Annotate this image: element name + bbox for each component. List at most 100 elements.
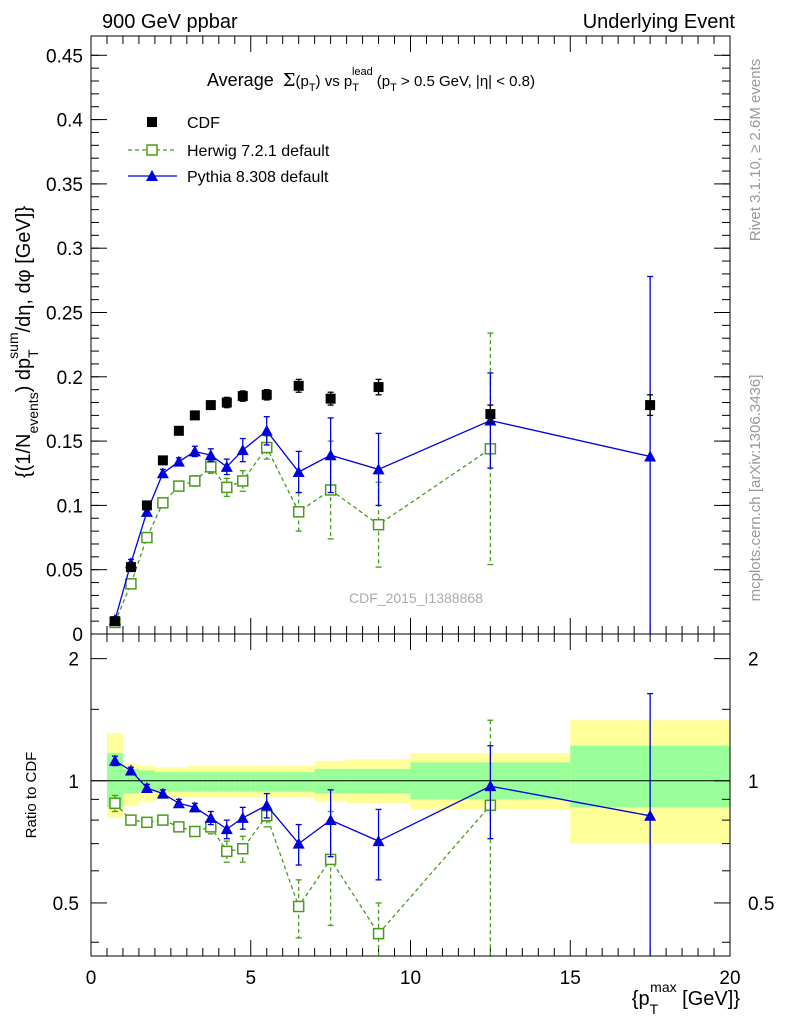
herwig-point [157,497,169,509]
ratio-axis-ticks: 0.5 0.51 12 20 5 10 15 20 [53,634,774,989]
pythia-ratio-point [220,823,233,835]
ratio-band-stat-uncertainty [106,753,123,808]
legend-marker-herwig [146,144,158,156]
herwig-point [173,480,185,492]
cdf-point [109,616,120,627]
pythia-ratio-point [324,814,337,826]
ratio-band-stat-uncertainty [218,772,235,792]
ratio-y-tick-label: 1 [68,772,79,793]
pythia-ratio-point [372,835,385,847]
herwig-point [205,461,217,473]
main-y-tick-label: 0.05 [46,561,83,582]
herwig-point [141,531,153,544]
herwig-ratio-point [292,900,305,913]
pythia-point [140,505,153,517]
cdf-point [141,500,152,511]
legend-marker-cdf [147,117,157,127]
main-axis-ticks: 0 0.05 0.1 0.15 0.2 0.25 0.3 0.35 0.4 0.45 [46,36,731,646]
main-y-tick-label: 0 [72,625,83,646]
cdf-point [293,380,304,391]
pythia-point [188,445,201,457]
herwig-ratio-point [189,825,201,838]
analysis-watermark: CDF_2015_I1388868 [349,590,483,606]
ratio-plot-panel: 0.5 0.51 12 20 5 10 15 20 Ratio to CDF {pTmax [… [23,633,774,1017]
cdf-point [125,562,136,573]
herwig-point [125,578,137,590]
mcplots-label: mcplots.cern.ch [arXiv:1306.3436] [747,375,764,602]
pythia-ratio-point [124,764,137,776]
main-y-tick-label: 0.2 [57,368,83,389]
x-axis-label: {pTmax [GeV]} [632,979,741,1017]
pythia-point [260,424,273,436]
pythia-ratio-point [644,809,657,821]
rivet-version-label: Rivet 3.1.10, ≥ 2.6M events [747,59,764,242]
pythia-ratio-point [108,754,121,766]
pythia-point [372,463,385,475]
pythia-ratio-point [188,801,201,813]
legend-marker-pythia [146,170,158,181]
main-y-axis-label: {(1/Nevents) dpTsum/dη, dφ [GeV]} [5,206,41,478]
x-tick-label: 5 [245,968,256,989]
main-y-tick-label: 0.25 [46,303,83,324]
legend-label-herwig: Herwig 7.2.1 default [187,143,330,160]
herwig-ratio-point [372,927,385,940]
main-y-tick-label: 0.45 [46,46,83,67]
legend: CDF Herwig 7.2.1 default Pythia 8.308 de… [128,115,330,186]
ratio-band-stat-uncertainty [186,772,203,792]
pythia-point [292,465,305,477]
ratio-uncertainty-bands [106,720,730,844]
herwig-point [372,518,385,531]
cdf-point [325,393,336,404]
herwig-point [189,475,201,487]
ratio-band-stat-uncertainty [250,772,283,792]
pythia-point [220,460,233,472]
cdf-point [205,400,216,411]
ratio-band-stat-uncertainty [170,772,187,792]
header-left-label: 900 GeV ppbar [102,11,238,33]
ratio-y-axis-label: Ratio to CDF [23,752,40,839]
pythia-point [172,455,185,467]
ratio-y-tick-label-right: 1 [748,772,759,793]
main-plot-panel: 0 0.05 0.1 0.15 0.2 0.25 0.3 0.35 0.4 0.45 Averag… [5,35,731,646]
header-right-label: Underlying Event [583,11,736,33]
pythia-ratio-point [236,811,249,823]
main-y-tick-label: 0.15 [46,432,83,453]
ratio-band-stat-uncertainty [154,772,171,792]
main-y-tick-label: 0.3 [57,239,83,260]
ratio-y-tick-label-right: 0.5 [748,894,774,915]
cdf-point [645,400,656,411]
herwig-ratio-point [237,842,249,855]
x-tick-label: 10 [400,968,421,989]
cdf-point [373,382,384,393]
pythia-ratio-point [140,781,153,793]
pythia-ratio-point [204,811,217,823]
main-y-tick-label: 0.4 [57,111,84,132]
pythia-ratio-point [484,780,497,792]
herwig-ratio-point [157,814,169,826]
herwig-point [292,506,305,518]
cdf-point [221,397,232,408]
herwig-ratio-point [221,845,233,858]
herwig-ratio-line [114,802,491,935]
pythia-ratio-point [292,837,305,849]
pythia-ratio-point [156,787,169,799]
main-y-tick-label: 0.1 [57,496,83,517]
cdf-point [237,391,248,402]
pythia-point [236,444,249,456]
main-y-tick-label: 0.35 [46,175,83,196]
ratio-y-tick-label-right: 2 [748,650,759,671]
ratio-y-tick-label: 2 [68,650,79,671]
legend-label-cdf: CDF [187,115,220,132]
ratio-band-stat-uncertainty [282,772,315,792]
pythia-ratio-point [260,799,273,811]
herwig-ratio-point [109,797,121,810]
x-tick-label: 20 [719,968,740,989]
pythia-point [324,449,337,461]
main-data-marks [108,275,657,634]
herwig-ratio-point [173,821,185,833]
cdf-point [261,389,272,400]
ratio-data-marks [108,692,657,956]
pythia-ratio-point [172,797,185,809]
pythia-point [644,450,657,462]
